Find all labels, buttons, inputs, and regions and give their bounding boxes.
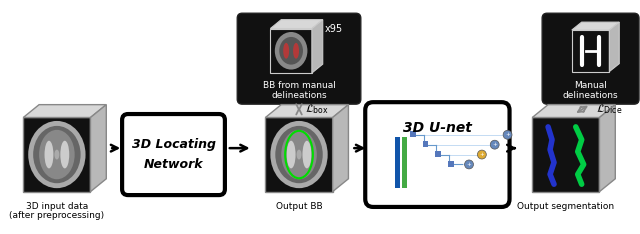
Text: delineations: delineations xyxy=(563,91,618,100)
Ellipse shape xyxy=(270,121,328,188)
Ellipse shape xyxy=(275,32,307,69)
Text: +: + xyxy=(467,162,472,167)
Ellipse shape xyxy=(281,130,317,179)
Ellipse shape xyxy=(45,141,53,168)
Polygon shape xyxy=(532,105,615,117)
Polygon shape xyxy=(270,20,323,29)
Ellipse shape xyxy=(287,141,296,168)
Polygon shape xyxy=(532,117,600,192)
Text: Manual: Manual xyxy=(574,81,607,90)
Polygon shape xyxy=(90,105,106,192)
Text: $\mathcal{L}_{\mathrm{box}}$: $\mathcal{L}_{\mathrm{box}}$ xyxy=(305,102,329,116)
Text: delineations: delineations xyxy=(271,91,327,100)
Polygon shape xyxy=(270,29,312,73)
Polygon shape xyxy=(23,105,106,117)
Polygon shape xyxy=(312,20,323,73)
Ellipse shape xyxy=(39,130,75,179)
Ellipse shape xyxy=(284,43,289,59)
FancyBboxPatch shape xyxy=(542,13,639,104)
Bar xyxy=(410,131,415,137)
Bar xyxy=(395,137,400,188)
Bar xyxy=(422,141,429,147)
Circle shape xyxy=(503,130,512,139)
Polygon shape xyxy=(333,105,348,192)
Text: Output segmentation: Output segmentation xyxy=(517,201,614,211)
Polygon shape xyxy=(266,105,348,117)
Text: (after preprocessing): (after preprocessing) xyxy=(10,211,104,220)
Text: +: + xyxy=(492,142,497,147)
Circle shape xyxy=(477,150,486,159)
Polygon shape xyxy=(266,117,333,192)
FancyBboxPatch shape xyxy=(122,114,225,195)
Polygon shape xyxy=(600,105,615,192)
Polygon shape xyxy=(572,22,620,30)
Text: $\mathcal{L}_{\mathrm{Dice}}$: $\mathcal{L}_{\mathrm{Dice}}$ xyxy=(596,102,622,116)
Ellipse shape xyxy=(33,126,81,183)
Ellipse shape xyxy=(28,121,86,188)
Text: 3D Locating: 3D Locating xyxy=(131,138,216,151)
Bar xyxy=(448,161,454,167)
Circle shape xyxy=(465,160,474,169)
Text: Output BB: Output BB xyxy=(276,201,323,211)
FancyBboxPatch shape xyxy=(365,102,509,207)
FancyBboxPatch shape xyxy=(237,13,361,104)
Ellipse shape xyxy=(293,43,299,59)
Ellipse shape xyxy=(275,126,323,183)
Ellipse shape xyxy=(296,150,301,160)
Bar xyxy=(402,137,407,188)
Polygon shape xyxy=(609,22,620,72)
Ellipse shape xyxy=(303,141,312,168)
Text: BB from manual: BB from manual xyxy=(262,81,335,90)
Polygon shape xyxy=(23,117,90,192)
Text: 3D U-net: 3D U-net xyxy=(403,121,472,135)
Text: +: + xyxy=(505,132,510,137)
Text: +: + xyxy=(479,152,484,157)
Bar xyxy=(435,151,442,157)
Text: 3D input data: 3D input data xyxy=(26,201,88,211)
Ellipse shape xyxy=(279,37,303,65)
Ellipse shape xyxy=(54,150,60,160)
Circle shape xyxy=(490,140,499,149)
Ellipse shape xyxy=(60,141,69,168)
Text: x95: x95 xyxy=(324,24,343,34)
Text: Network: Network xyxy=(144,158,204,171)
Polygon shape xyxy=(572,30,609,72)
